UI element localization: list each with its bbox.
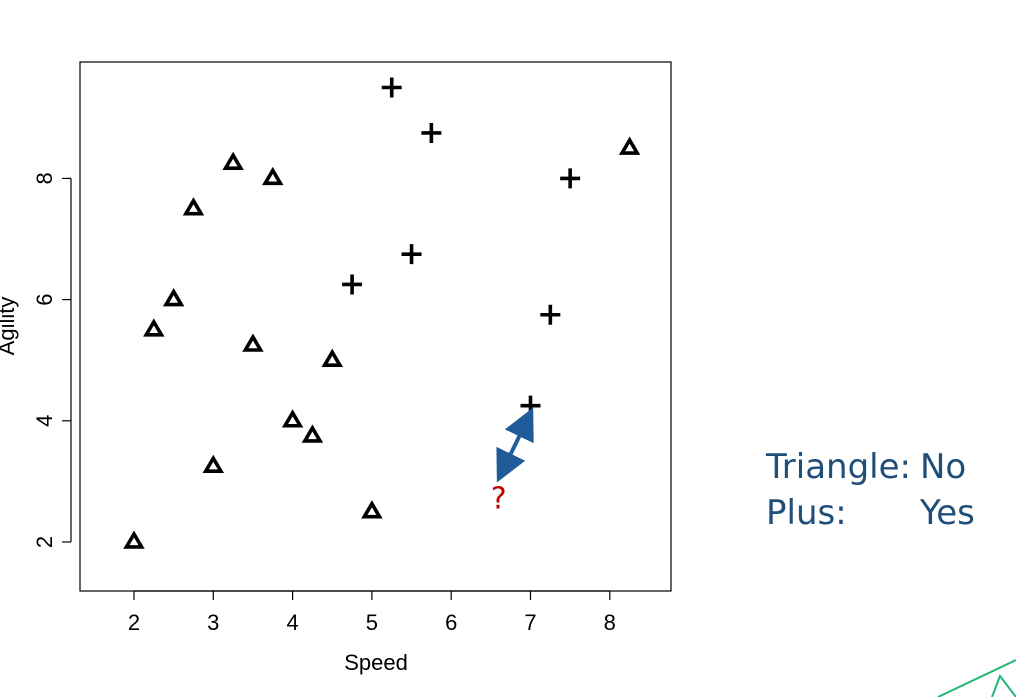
query-point-label: ? [491,481,507,516]
x-axis-label: Speed [344,650,408,675]
legend-label-triangle: Triangle: [766,447,911,487]
y-tick-label: 4 [32,415,57,427]
triangle-point [123,530,145,549]
triangle-point [618,136,641,155]
y-axis: 2 4 6 8 [32,172,72,548]
x-axis: 2 3 4 5 6 7 8 [128,590,616,635]
triangle-point [162,288,185,307]
triangle-point [301,424,324,443]
plus-point [342,274,363,295]
query-group: ? [491,407,534,516]
y-axis-label: Agility [0,297,19,356]
nearest-neighbor-arrow [496,407,534,483]
triangle-point [202,454,225,474]
triangle-point [143,318,165,337]
legend-row-triangle: Triangle: No [766,444,975,490]
plus-point [560,168,581,189]
legend-value-triangle: No [920,447,967,487]
plus-point [540,304,561,325]
triangle-point [222,151,244,171]
x-tick-label: 7 [524,610,536,635]
legend-value-plus: Yes [920,493,975,533]
y-tick-label: 2 [32,536,57,548]
plus-point [381,77,402,98]
x-tick-label: 2 [128,610,140,635]
triangle-point [242,333,264,352]
plus-point [401,244,422,265]
data-points [123,77,641,549]
triangle-point [182,197,205,216]
x-tick-label: 5 [366,610,378,635]
plus-point [421,122,442,143]
y-tick-label: 8 [32,172,57,184]
class-legend: Triangle: No Plus: Yes [766,444,975,536]
y-tick-label: 6 [32,293,57,305]
legend-row-plus: Plus: Yes [766,490,975,536]
legend-label-plus: Plus: [766,493,847,533]
decorative-green-lines [937,659,1016,697]
triangle-point [361,500,383,519]
triangle-point [281,409,304,428]
x-tick-label: 4 [286,610,298,635]
x-tick-label: 6 [445,610,457,635]
plus-point [520,395,541,416]
x-tick-label: 3 [207,610,219,635]
x-tick-label: 8 [604,610,616,635]
triangle-point [321,348,343,367]
triangle-point [262,166,284,186]
